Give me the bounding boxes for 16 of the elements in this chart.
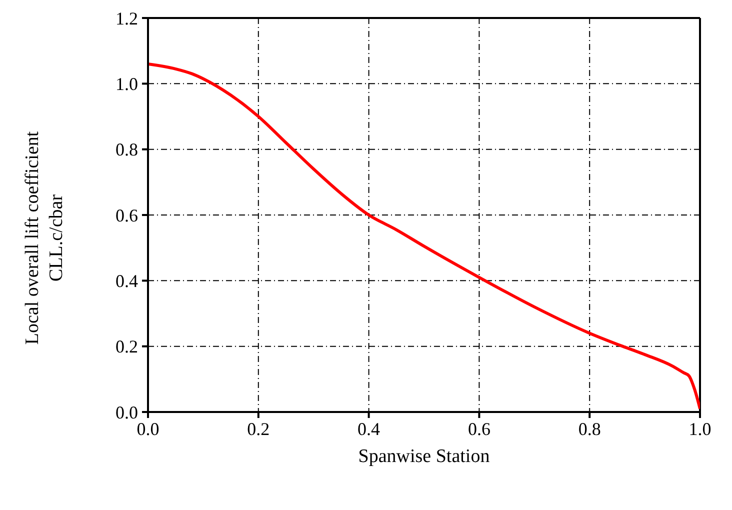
- y-tick-label: 1.2: [116, 8, 138, 28]
- y-tick-label: 0.6: [116, 205, 138, 226]
- y-tick-label: 0.0: [116, 402, 138, 422]
- y-tick-label: 1.0: [116, 74, 138, 94]
- x-tick-label: 0.0: [136, 418, 160, 439]
- x-axis-title: Spanwise Station: [358, 446, 490, 467]
- line-series: [148, 62, 700, 410]
- y-tick-label: 0.8: [116, 140, 138, 160]
- y-tick-label: 0.4: [116, 271, 138, 292]
- x-tick-label: 0.6: [468, 418, 490, 439]
- x-tick-label: 0.4: [358, 418, 380, 439]
- y-axis-title: Local overall lift coefficient CLL.c/cbar: [22, 130, 67, 345]
- y-tick-label: 0.2: [116, 336, 138, 357]
- x-tick-label: 1.0: [688, 418, 712, 439]
- x-tick-label: 0.2: [247, 418, 270, 439]
- x-tick-label: 0.8: [578, 418, 601, 439]
